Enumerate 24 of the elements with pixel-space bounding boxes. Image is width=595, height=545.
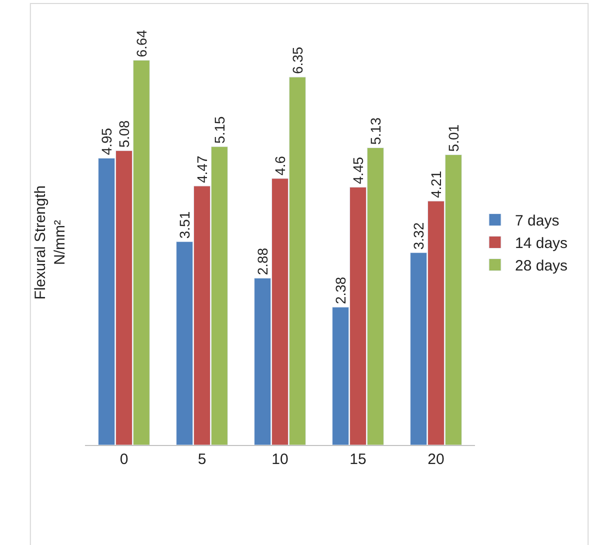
data-label: 2.88 bbox=[254, 248, 271, 276]
data-label: 4.45 bbox=[350, 156, 366, 184]
data-label: 5.13 bbox=[367, 117, 384, 145]
data-label: 6.64 bbox=[133, 30, 150, 58]
data-label: 4.6 bbox=[272, 156, 288, 176]
data-label: 6.35 bbox=[289, 46, 306, 74]
x-tick-label: 10 bbox=[272, 451, 288, 468]
data-label: 3.32 bbox=[410, 222, 427, 250]
data-label: 5.01 bbox=[445, 124, 462, 152]
data-label: 2.38 bbox=[332, 276, 349, 304]
y-axis-title: Flexural Strength N/mm² bbox=[32, 185, 68, 300]
x-tick-label: 5 bbox=[198, 451, 206, 468]
legend-label: 14 days bbox=[515, 235, 568, 252]
data-label: 5.08 bbox=[116, 120, 132, 148]
x-tick-label: 15 bbox=[350, 451, 366, 468]
data-label: 4.95 bbox=[98, 128, 115, 156]
legend-label: 28 days bbox=[515, 258, 568, 275]
x-tick-label: 20 bbox=[428, 451, 444, 468]
data-label: 4.47 bbox=[194, 156, 210, 183]
legend-label: 7 days bbox=[515, 212, 560, 230]
data-label: 3.51 bbox=[176, 211, 193, 239]
data-label: 4.21 bbox=[428, 170, 444, 198]
x-tick-label: 0 bbox=[120, 451, 128, 468]
data-label: 5.15 bbox=[211, 116, 228, 144]
